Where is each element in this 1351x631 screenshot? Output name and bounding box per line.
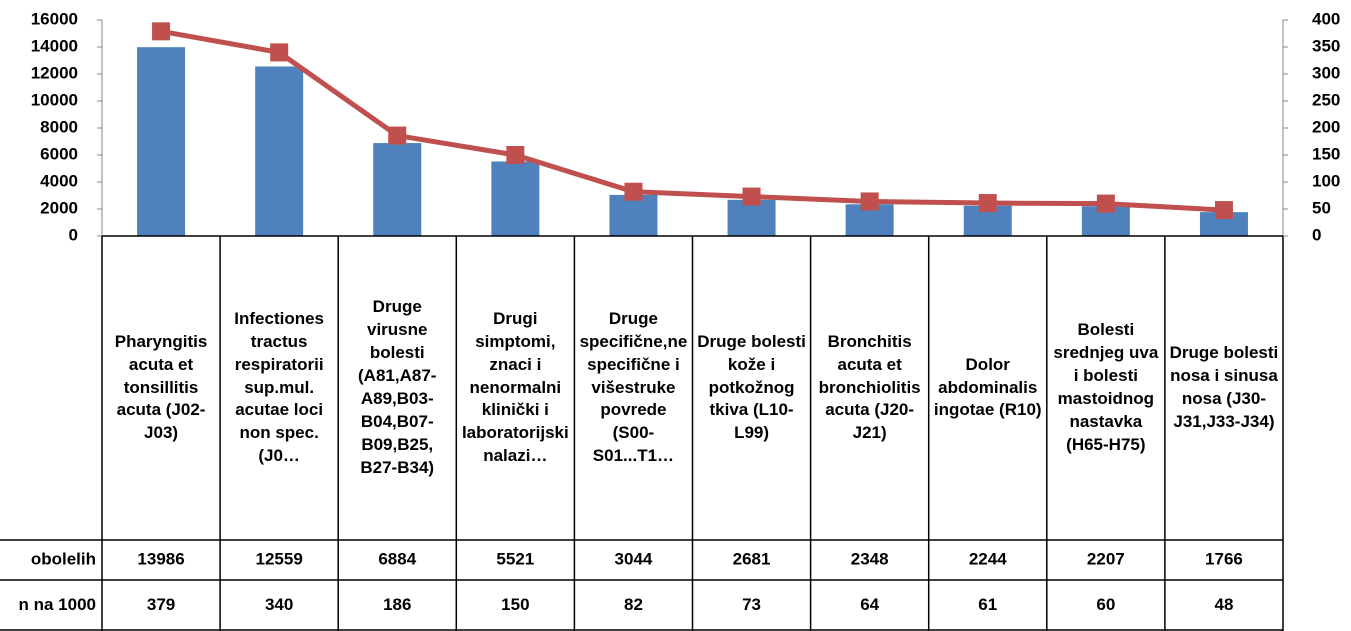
y2-tick-label: 350 [1312, 36, 1340, 55]
y-tick-label: 4000 [40, 171, 78, 190]
line-marker [270, 43, 289, 62]
line-marker [978, 194, 997, 213]
line-marker [742, 187, 761, 206]
y2-tick-label: 400 [1312, 9, 1340, 28]
category-cell: Druge specifične,nespecifične i višestru… [579, 308, 688, 466]
table-value: 379 [147, 595, 175, 614]
table-value: 1766 [1205, 549, 1243, 568]
y-tick-label: 0 [69, 225, 78, 244]
y2-tick-label: 150 [1312, 144, 1340, 163]
line-marker [388, 126, 407, 145]
table-value: 13986 [137, 549, 184, 568]
y-tick-label: 2000 [40, 198, 78, 217]
table-value: 12559 [256, 549, 303, 568]
y-tick-label: 10000 [31, 90, 78, 109]
table-value: 6884 [378, 549, 416, 568]
table-value: 5521 [496, 549, 534, 568]
table-value: 150 [501, 595, 529, 614]
bar [137, 47, 186, 237]
legend-label: n na 1000 [19, 595, 97, 614]
table-value: 2207 [1087, 549, 1125, 568]
table-value: 61 [978, 595, 997, 614]
line-marker [1096, 194, 1115, 213]
bar [491, 161, 540, 236]
category-cell: Drugi simptomi, znaci i nenormalni klini… [461, 308, 569, 466]
category-cell: Druge bolesti kože i potkožnog tkiva (L1… [697, 331, 806, 443]
x-tick-label: Druge bolesti kože i potkožnog tkiva (L1… [697, 331, 806, 443]
table-value: 73 [742, 595, 761, 614]
bar [255, 66, 304, 237]
line-marker [152, 22, 171, 41]
x-tick-label: Infectiones tractus respiratorii sup.mul… [234, 308, 325, 466]
bar [609, 194, 658, 236]
y2-tick-label: 250 [1312, 90, 1340, 109]
x-tick-label: Druge virusne bolesti (A81,A87-A89,B03-B… [358, 297, 437, 477]
table-value: 82 [624, 595, 643, 614]
category-cell: Druge bolesti nosa i sinusa nosa (J30-J3… [1169, 343, 1279, 431]
table-value: 64 [860, 595, 879, 614]
y-tick-label: 6000 [40, 144, 78, 163]
y2-tick-label: 0 [1312, 225, 1321, 244]
table-value: 2681 [733, 549, 771, 568]
y2-tick-label: 300 [1312, 63, 1340, 82]
x-tick-label: Druge specifične,nespecifične i višestru… [579, 308, 688, 466]
table-value: 2348 [851, 549, 889, 568]
x-tick-label: Drugi simptomi, znaci i nenormalni klini… [461, 308, 569, 466]
y-tick-label: 12000 [31, 63, 78, 82]
table-value: 340 [265, 595, 293, 614]
bar [373, 143, 422, 236]
category-cell: Infectiones tractus respiratorii sup.mul… [234, 308, 325, 466]
x-tick-label: Bronchitis acuta et bronchiolitis acuta … [818, 331, 921, 443]
y2-tick-label: 50 [1312, 198, 1331, 217]
category-cell: Bronchitis acuta et bronchiolitis acuta … [818, 331, 921, 443]
table-value: 48 [1214, 595, 1233, 614]
line-marker [860, 192, 879, 211]
table-value: 186 [383, 595, 411, 614]
category-cell: Bolesti srednjeg uva i bolesti mastoidno… [1053, 320, 1159, 454]
line-marker [1214, 201, 1233, 220]
category-cell: Druge virusne bolesti (A81,A87-A89,B03-B… [358, 297, 437, 477]
x-tick-label: Druge bolesti nosa i sinusa nosa (J30-J3… [1169, 343, 1279, 431]
x-tick-label: Pharyngitis acuta et tonsillitis acuta (… [114, 331, 208, 443]
table-value: 60 [1096, 595, 1115, 614]
legend-label: obolelih [31, 549, 96, 568]
line-marker [506, 146, 525, 164]
table-value: 2244 [969, 549, 1007, 568]
category-cell: Dolor abdominalis ingotae (R10) [933, 354, 1042, 420]
line-marker [624, 182, 643, 201]
bar [727, 199, 776, 236]
y2-tick-label: 200 [1312, 117, 1340, 136]
table-value: 3044 [615, 549, 653, 568]
line [160, 28, 1225, 213]
y-tick-label: 8000 [40, 117, 78, 136]
x-tick-label: Dolor abdominalis ingotae (R10) [933, 354, 1042, 420]
bar [1199, 212, 1248, 236]
y2-tick-label: 100 [1312, 171, 1340, 190]
y-tick-label: 16000 [31, 9, 78, 28]
x-tick-label: Bolesti srednjeg uva i bolesti mastoidno… [1053, 320, 1159, 454]
category-cell: Pharyngitis acuta et tonsillitis acuta (… [114, 331, 208, 443]
y-tick-label: 14000 [31, 36, 78, 55]
